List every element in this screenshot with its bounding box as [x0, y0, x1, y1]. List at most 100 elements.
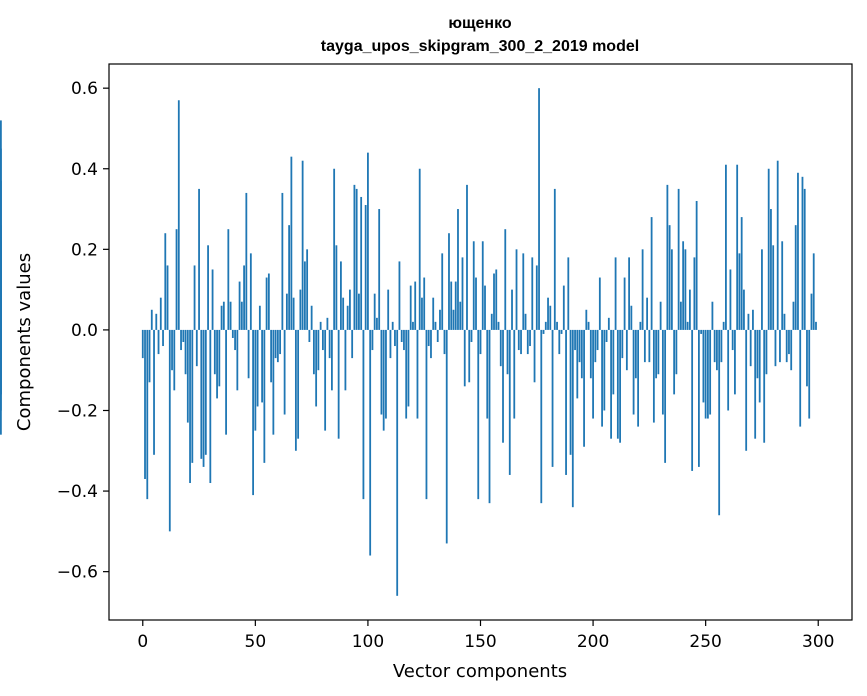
bar — [677, 188, 680, 330]
bar — [445, 329, 448, 544]
bar — [481, 241, 484, 330]
bar — [450, 281, 453, 330]
bar — [770, 209, 772, 330]
bar — [265, 277, 268, 330]
bar — [720, 329, 723, 363]
bar — [373, 293, 376, 330]
bar — [619, 329, 621, 443]
bar — [328, 329, 331, 359]
bar — [567, 257, 570, 330]
bar — [587, 321, 590, 330]
bar — [594, 329, 597, 363]
bar — [815, 321, 817, 330]
y-tick-label: 0.0 — [71, 321, 98, 341]
bar — [432, 297, 435, 330]
bar — [605, 329, 608, 342]
bar — [186, 329, 189, 423]
bar — [790, 329, 793, 371]
bar — [797, 172, 799, 330]
bar — [461, 257, 464, 330]
bar — [380, 329, 383, 415]
bar — [317, 329, 320, 371]
bar — [211, 269, 214, 330]
bar — [488, 329, 491, 504]
bar — [745, 329, 748, 451]
bar — [684, 249, 687, 330]
bar — [529, 329, 531, 347]
bar — [337, 329, 340, 439]
bar — [193, 265, 196, 330]
bar — [781, 241, 784, 330]
bar — [580, 329, 583, 379]
bar — [722, 321, 725, 330]
bar — [340, 261, 342, 330]
bar — [200, 329, 203, 459]
bar — [664, 329, 667, 463]
bar — [144, 329, 146, 479]
bar — [585, 309, 588, 330]
bar — [409, 285, 412, 330]
bar — [141, 329, 144, 359]
bar — [553, 188, 556, 330]
bar — [279, 329, 282, 355]
bar — [146, 329, 149, 500]
bar — [247, 329, 250, 379]
bar — [436, 329, 439, 342]
bar — [371, 329, 374, 351]
bar — [376, 317, 378, 330]
bar — [254, 329, 257, 431]
bar — [231, 329, 234, 338]
bar — [258, 305, 261, 330]
bar — [202, 329, 205, 467]
bar — [734, 329, 736, 395]
bar — [452, 309, 455, 330]
bar — [303, 261, 306, 330]
bar — [209, 329, 212, 484]
bar — [168, 329, 171, 532]
bar — [398, 261, 401, 330]
bar — [704, 329, 707, 419]
bar — [716, 329, 718, 371]
bar — [153, 329, 155, 455]
bar — [353, 184, 356, 330]
x-tick-label: 300 — [802, 632, 834, 652]
bar — [623, 277, 626, 330]
bar — [274, 329, 277, 359]
bar — [675, 329, 678, 375]
bar — [423, 277, 426, 330]
y-tick-label: 0.6 — [71, 79, 98, 99]
bar — [695, 200, 698, 330]
bar — [652, 329, 655, 423]
bar — [486, 329, 489, 419]
bar — [326, 317, 329, 330]
bar — [596, 329, 599, 351]
bar — [299, 289, 302, 330]
bar — [234, 329, 236, 351]
bar — [556, 321, 558, 330]
bar — [736, 164, 739, 330]
x-tick-label: 150 — [464, 632, 496, 652]
bar — [225, 329, 227, 435]
bar — [515, 249, 518, 330]
bar — [405, 329, 408, 419]
bar — [157, 329, 160, 355]
bar — [245, 192, 248, 330]
bar — [281, 192, 284, 330]
bar — [531, 257, 534, 330]
bar — [661, 329, 664, 415]
x-tick-label: 0 — [137, 632, 148, 652]
bar — [490, 313, 493, 330]
y-axis-ticks: −0.6 −0.4 −0.2 0.0 0.2 0.4 0.6 — [57, 79, 109, 583]
bar — [761, 249, 763, 330]
bar — [358, 293, 360, 330]
bar — [227, 229, 230, 330]
bar — [427, 329, 430, 347]
bar — [0, 329, 2, 435]
bar — [162, 329, 164, 347]
bar — [747, 313, 750, 330]
bar — [607, 317, 610, 330]
bar — [387, 289, 390, 330]
bar — [670, 249, 673, 330]
y-axis-label: Components values — [14, 253, 35, 431]
bar — [216, 329, 218, 399]
